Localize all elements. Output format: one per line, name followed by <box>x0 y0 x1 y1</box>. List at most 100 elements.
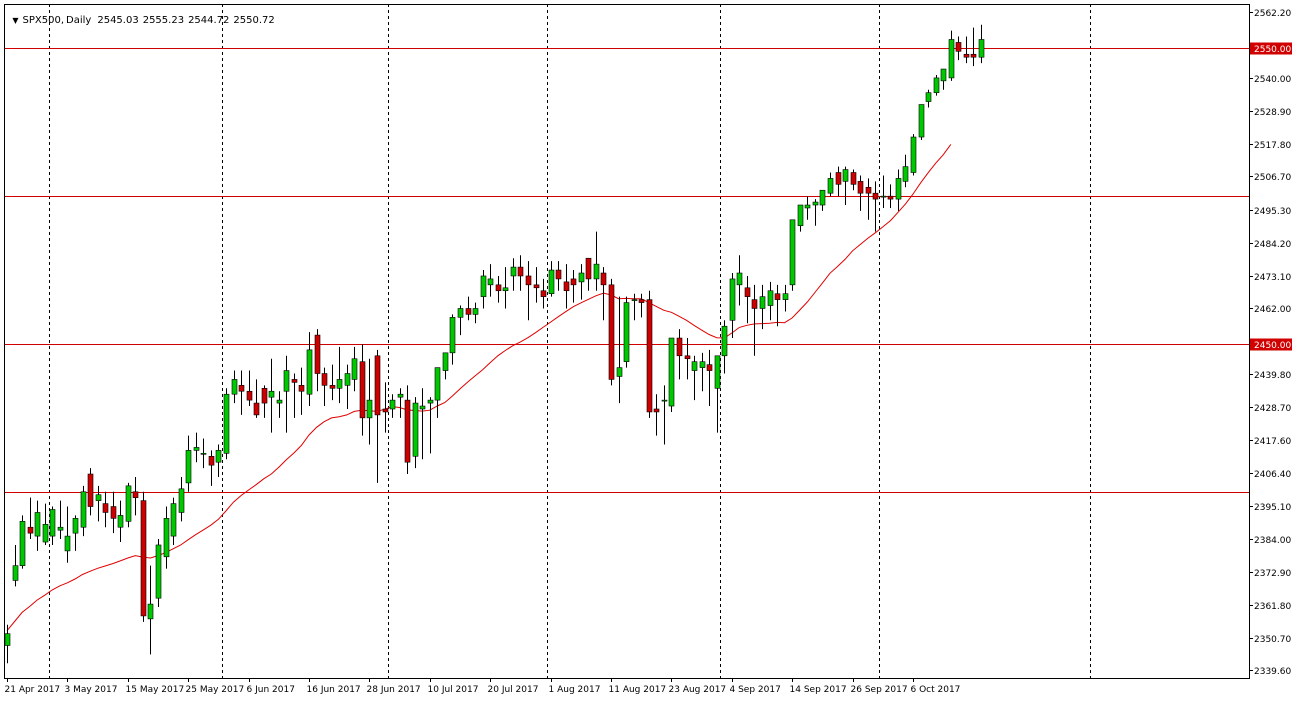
candle-body <box>517 266 524 277</box>
candle <box>729 273 736 339</box>
candle <box>661 385 668 445</box>
candle-body <box>87 473 94 507</box>
price-tick-label: 2450.00 <box>1254 341 1291 351</box>
price-tick-label: 2540.00 <box>1254 75 1291 85</box>
candle <box>970 27 977 67</box>
candle-body <box>789 219 796 286</box>
candle-body <box>525 275 532 286</box>
candle-body <box>223 393 230 454</box>
candle <box>72 515 79 551</box>
candle <box>117 500 124 543</box>
candle-body <box>155 544 162 599</box>
time-tick-label: 16 Jun 2017 <box>307 685 361 695</box>
candle-body <box>767 290 774 306</box>
price-level-badge <box>1250 338 1292 351</box>
candle-body <box>819 189 826 206</box>
price-tick-label: 2384.00 <box>1254 536 1291 546</box>
candle <box>110 491 117 534</box>
candle-body <box>729 278 736 321</box>
candle <box>767 281 774 321</box>
candle-body <box>706 364 713 371</box>
candle-body <box>600 272 607 286</box>
candle <box>487 264 494 297</box>
candle <box>80 485 87 537</box>
candle-body <box>691 361 698 371</box>
candle-body <box>774 293 781 300</box>
candle <box>34 500 41 551</box>
candle-body <box>548 269 555 295</box>
candle-body <box>80 491 87 528</box>
candle-body <box>502 287 509 292</box>
candle <box>736 255 743 306</box>
candle <box>948 30 955 81</box>
candle <box>759 284 766 330</box>
candle <box>495 275 502 303</box>
candle-body <box>336 379 343 389</box>
candle <box>366 358 373 445</box>
candle-body <box>359 361 366 419</box>
candle-body <box>382 408 389 413</box>
candle <box>404 385 411 475</box>
candle-body <box>238 385 245 392</box>
time-tick-label: 3 May 2017 <box>65 685 118 695</box>
candle <box>721 320 728 374</box>
candle <box>955 36 962 61</box>
candle-body <box>329 385 336 389</box>
candle-body <box>178 488 185 513</box>
candle <box>570 270 577 303</box>
candle <box>457 305 464 336</box>
candle <box>215 444 222 477</box>
time-tick-label: 20 Jul 2017 <box>488 685 539 695</box>
candle-body <box>170 503 177 537</box>
candle-body <box>857 181 864 194</box>
candle-body <box>419 405 426 410</box>
time-tick-label: 25 May 2017 <box>186 685 245 695</box>
triangle-down-icon[interactable]: ▼ <box>12 16 19 25</box>
candle <box>321 367 328 407</box>
candle <box>434 367 441 418</box>
candle-body <box>442 352 449 371</box>
candle <box>223 388 230 460</box>
candle <box>902 154 909 188</box>
candle-body <box>970 53 977 58</box>
candle <box>49 506 56 545</box>
plot-border <box>4 4 1250 679</box>
time-tick-label: 6 Oct 2017 <box>911 685 961 695</box>
price-tick-label: 2361.80 <box>1254 602 1291 612</box>
price-tick-label: 2495.30 <box>1254 207 1291 217</box>
candle-body <box>351 358 358 380</box>
candle <box>132 476 139 516</box>
candle-body <box>487 278 494 286</box>
candle <box>517 255 524 291</box>
candle-body <box>804 204 811 209</box>
price-tick-label: 2439.80 <box>1254 371 1291 381</box>
candle-body <box>268 390 275 398</box>
candle <box>940 68 947 90</box>
candle <box>691 355 698 401</box>
candle <box>238 370 245 415</box>
timeframe-label: Daily <box>66 15 92 26</box>
candle-body <box>918 104 925 138</box>
candle <box>963 36 970 64</box>
price-tick-label: 2339.60 <box>1254 667 1291 677</box>
candle-body <box>782 293 789 300</box>
time-tick-label: 14 Sep 2017 <box>790 685 847 695</box>
candle <box>910 134 917 176</box>
candle-body <box>676 337 683 357</box>
candle <box>27 497 34 540</box>
candle <box>276 391 283 418</box>
candle <box>555 261 562 291</box>
candle <box>887 184 894 208</box>
candle <box>442 352 449 380</box>
candle <box>819 189 826 211</box>
symbol-label: SPX500 <box>22 15 61 26</box>
candle-body <box>940 68 947 82</box>
candle-body <box>631 299 638 301</box>
candle-body <box>646 299 653 413</box>
price-tick-label: 2406.40 <box>1254 470 1291 480</box>
candle <box>359 343 366 436</box>
candle-body <box>72 518 79 534</box>
candle <box>540 278 547 309</box>
candle <box>631 293 638 321</box>
